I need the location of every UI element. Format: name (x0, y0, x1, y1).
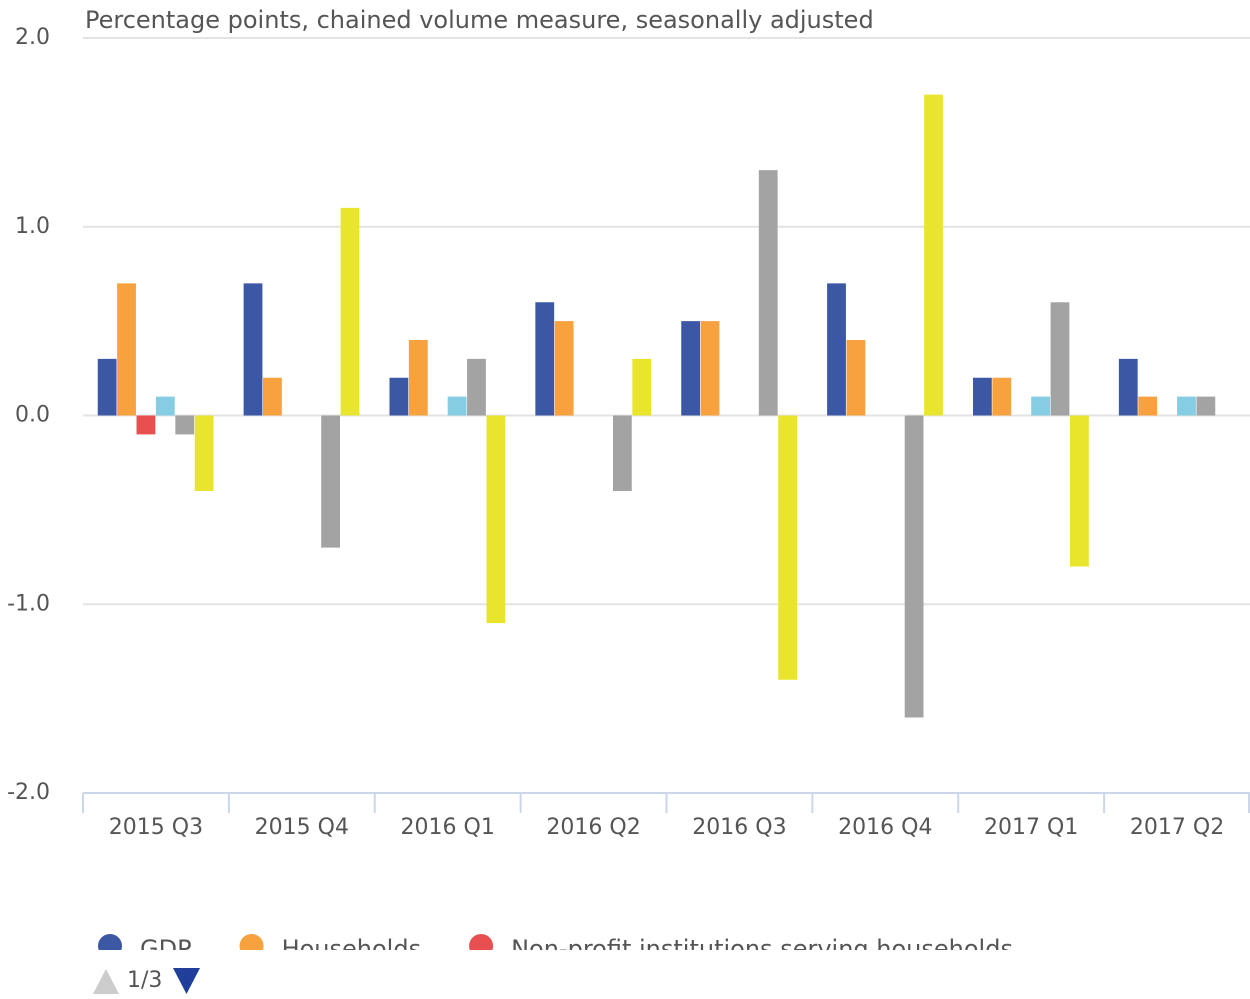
bar (904, 415, 924, 718)
bar (389, 377, 409, 416)
legend-marker (239, 934, 264, 950)
bar (1050, 302, 1070, 416)
bar (194, 415, 214, 491)
x-tick-label: 2016 Q4 (838, 815, 932, 840)
bar (924, 94, 943, 416)
bar (97, 358, 117, 416)
x-tick-label: 2015 Q3 (109, 815, 203, 840)
bar (408, 340, 428, 416)
legend-label: GDP (140, 935, 192, 963)
x-tick-label: 2016 Q1 (401, 815, 495, 840)
bar (778, 415, 798, 680)
bar (846, 340, 866, 416)
legend-label: Non-profit institutions serving househol… (511, 935, 1013, 963)
x-tick-label: 2017 Q1 (984, 815, 1078, 840)
bar (117, 283, 136, 416)
legend-marker (98, 934, 122, 950)
legend: GDP Households Non-profit institutions ser… (98, 934, 1013, 963)
bar (758, 170, 778, 416)
x-tick-label: 2016 Q2 (546, 815, 640, 840)
bar (1118, 358, 1138, 416)
legend-label: Households (282, 935, 422, 963)
bar (467, 358, 486, 416)
bar (175, 415, 195, 435)
x-tick-label: 2017 Q2 (1130, 815, 1224, 840)
bar (972, 377, 992, 416)
y-tick-label: 1.0 (15, 214, 50, 239)
bar (136, 415, 156, 435)
bar (992, 377, 1012, 416)
bar (632, 358, 652, 416)
bar (554, 321, 574, 416)
chart-subtitle: Percentage points, chained volume measur… (85, 6, 874, 34)
bar (612, 415, 632, 491)
bar (243, 283, 263, 416)
bar (1138, 396, 1158, 416)
bar (263, 377, 282, 416)
bar (1031, 396, 1050, 416)
bar (340, 207, 360, 416)
bar (321, 415, 341, 548)
bar (1069, 415, 1089, 567)
bar (681, 321, 701, 416)
pager-next[interactable] (173, 968, 200, 994)
bar (1196, 396, 1216, 416)
bar (155, 396, 175, 416)
x-tick-label: 2016 Q3 (692, 815, 786, 840)
y-tick-label: -1.0 (7, 591, 50, 616)
bar (827, 283, 846, 416)
bar (700, 321, 720, 416)
y-tick-label: 2.0 (15, 25, 50, 50)
pager-prev[interactable] (93, 969, 119, 994)
bar (486, 415, 506, 624)
bar (447, 396, 467, 416)
y-tick-label: -2.0 (7, 780, 50, 805)
pager-label: 1/3 (127, 968, 162, 993)
y-tick-label: 0.0 (15, 403, 50, 428)
bar (1177, 396, 1196, 416)
legend-marker (469, 934, 494, 950)
x-tick-label: 2015 Q4 (255, 815, 349, 840)
bar (535, 302, 555, 416)
